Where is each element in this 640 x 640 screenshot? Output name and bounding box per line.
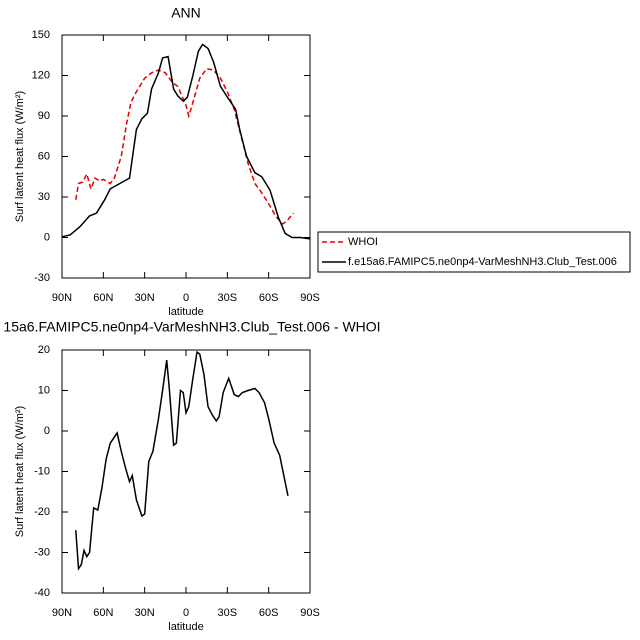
y-tick-label: 120 bbox=[32, 69, 50, 81]
data-line bbox=[75, 67, 295, 225]
x-tick-label: 60S bbox=[259, 607, 279, 619]
y-tick-label: -40 bbox=[34, 587, 50, 599]
x-tick-label: 0 bbox=[183, 292, 189, 304]
legend-label: WHOI bbox=[348, 236, 378, 248]
x-tick-label: 30S bbox=[218, 607, 238, 619]
x-axis-label: latitude bbox=[168, 306, 203, 318]
x-tick-label: 90N bbox=[52, 607, 72, 619]
y-tick-label: -10 bbox=[34, 465, 50, 477]
y-axis-label: Surf latent heat flux (W/m²) bbox=[14, 91, 26, 222]
x-tick-label: 30S bbox=[218, 292, 238, 304]
y-axis-label: Surf latent heat flux (W/m²) bbox=[14, 406, 26, 537]
x-tick-label: 60S bbox=[259, 292, 279, 304]
x-tick-label: 90S bbox=[300, 292, 320, 304]
y-tick-label: 150 bbox=[32, 29, 50, 41]
y-tick-label: 10 bbox=[38, 384, 50, 396]
legend-box bbox=[317, 231, 631, 273]
x-tick-label: 90S bbox=[300, 607, 320, 619]
x-tick-label: 30N bbox=[135, 292, 155, 304]
x-tick-label: 90N bbox=[52, 292, 72, 304]
plot-frame bbox=[61, 349, 311, 594]
legend-label: f.e15a6.FAMIPC5.ne0np4-VarMeshNH3.Club_T… bbox=[348, 256, 617, 268]
x-tick-label: 30N bbox=[135, 607, 155, 619]
y-tick-label: 0 bbox=[44, 231, 50, 243]
y-tick-label: 90 bbox=[38, 110, 50, 122]
y-tick-label: 30 bbox=[38, 191, 50, 203]
x-tick-label: 60N bbox=[93, 607, 113, 619]
y-tick-label: -30 bbox=[34, 272, 50, 284]
x-axis-label: latitude bbox=[168, 621, 203, 633]
y-tick-label: -20 bbox=[34, 506, 50, 518]
y-tick-label: -30 bbox=[34, 546, 50, 558]
data-line bbox=[61, 43, 311, 240]
y-tick-label: 60 bbox=[38, 150, 50, 162]
data-line bbox=[75, 350, 289, 571]
plot-frame bbox=[61, 34, 311, 279]
y-tick-label: 20 bbox=[38, 344, 50, 356]
x-tick-label: 60N bbox=[93, 292, 113, 304]
chart-title: 15a6.FAMIPC5.ne0np4-VarMeshNH3.Club_Test… bbox=[3, 319, 380, 335]
y-tick-label: 0 bbox=[44, 425, 50, 437]
x-tick-label: 0 bbox=[183, 607, 189, 619]
chart-title: ANN bbox=[171, 5, 201, 21]
